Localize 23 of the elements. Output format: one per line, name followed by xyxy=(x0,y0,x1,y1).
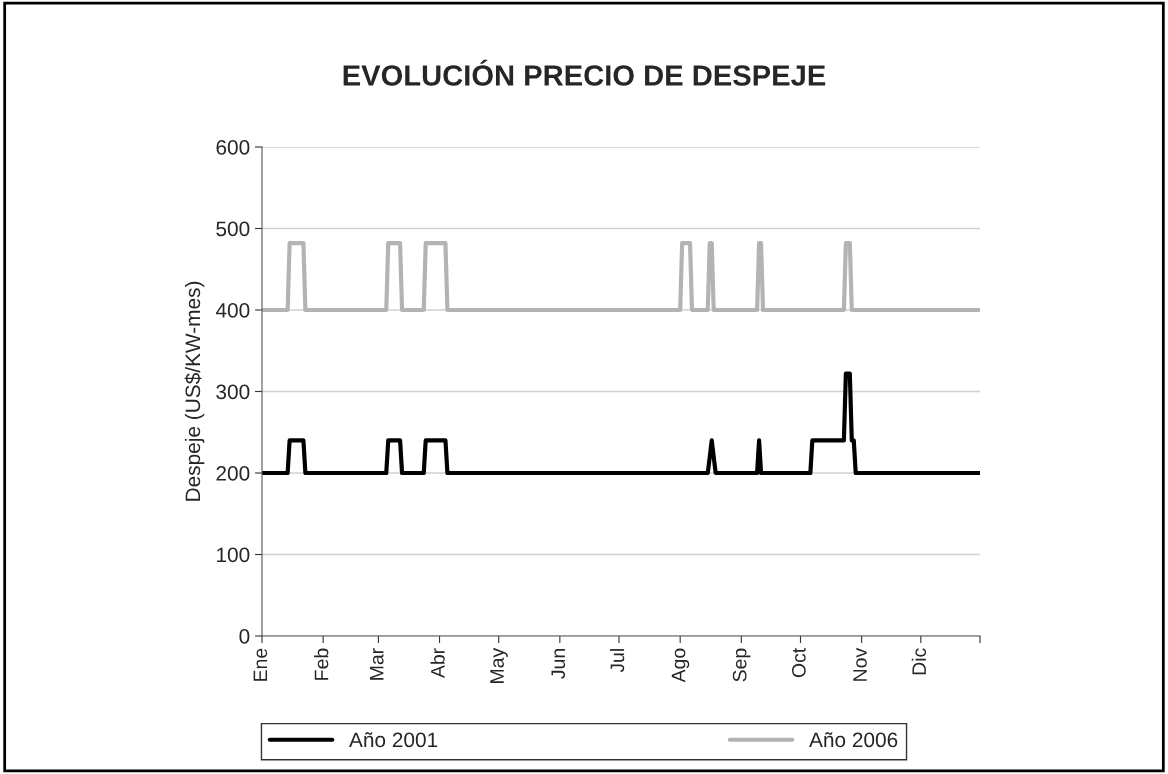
x-tick-label: Sep xyxy=(732,648,751,682)
x-tick-label: Mar xyxy=(370,648,384,680)
x-tick-label: Abr xyxy=(430,648,445,679)
x-tick-label: Nov xyxy=(853,647,867,681)
y-tick-label: 500 xyxy=(216,221,250,237)
legend-label: Año 2006 xyxy=(809,732,898,748)
x-tick-label: Feb xyxy=(314,648,329,680)
y-tick-label: 100 xyxy=(217,547,250,563)
x-tick-label: Dic xyxy=(911,648,927,675)
chart-title: EVOLUCIÓN PRECIO DE DESPEJE xyxy=(343,59,826,86)
y-tick-label: 400 xyxy=(215,303,250,318)
y-tick-label: 600 xyxy=(216,140,250,155)
x-tick-label: Ago xyxy=(671,648,690,683)
x-tick-label: Oct xyxy=(791,647,806,678)
x-tick-label: Ene xyxy=(253,648,268,681)
y-tick-label: 0 xyxy=(239,629,250,644)
legend-label: Año 2001 xyxy=(349,732,438,748)
x-tick-label: May xyxy=(490,647,508,683)
y-tick-label: 200 xyxy=(216,466,250,481)
x-tick-label: Jul xyxy=(609,649,625,673)
y-axis-title: Despeje (US$/KW-mes) xyxy=(184,281,205,501)
x-tick-label: Jun xyxy=(551,649,566,679)
y-tick-label: 300 xyxy=(216,384,250,400)
